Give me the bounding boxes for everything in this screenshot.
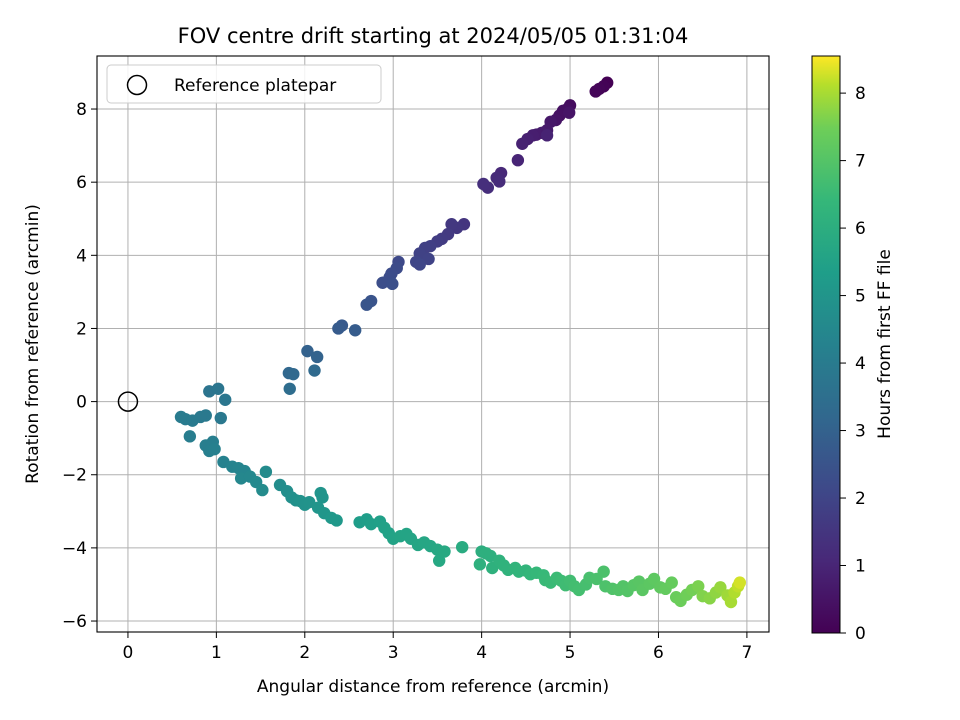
y-axis-ticks: −6 −4 −2 0 2 4 6 8 bbox=[62, 100, 97, 632]
data-point bbox=[665, 576, 678, 589]
x-tick-label: 3 bbox=[388, 643, 399, 663]
colorbar-tick-label: 4 bbox=[855, 354, 866, 374]
colorbar-tick-label: 7 bbox=[855, 152, 866, 172]
colorbar-tick-label: 1 bbox=[855, 557, 866, 577]
data-point bbox=[174, 410, 188, 424]
data-point bbox=[589, 85, 602, 98]
y-tick-label: 4 bbox=[76, 246, 87, 266]
colorbar-tick-label: 2 bbox=[855, 489, 866, 509]
data-point bbox=[183, 430, 197, 443]
data-point bbox=[473, 558, 487, 571]
data-point bbox=[348, 324, 362, 337]
legend-box bbox=[106, 64, 382, 104]
legend-marker bbox=[126, 74, 148, 96]
data-point bbox=[597, 565, 610, 578]
colorbar-tick-label: 3 bbox=[855, 422, 866, 442]
x-tick-label: 1 bbox=[211, 643, 222, 663]
plot-frame bbox=[96, 55, 770, 633]
data-point bbox=[259, 465, 273, 479]
data-point bbox=[308, 364, 321, 377]
data-point bbox=[330, 514, 343, 527]
data-point bbox=[413, 258, 426, 271]
data-point bbox=[332, 322, 345, 335]
data-point bbox=[733, 576, 747, 589]
data-point bbox=[540, 129, 554, 142]
data-point bbox=[208, 442, 221, 456]
data-point bbox=[432, 554, 446, 567]
data-point bbox=[511, 154, 525, 167]
colorbar: 0 1 2 3 4 5 6 7 8 Hours from first FF file bbox=[811, 55, 895, 644]
y-tick-label: 8 bbox=[76, 100, 87, 120]
data-point bbox=[303, 495, 316, 509]
colorbar-gradient bbox=[811, 55, 841, 634]
x-tick-label: 2 bbox=[299, 643, 310, 663]
data-point bbox=[455, 540, 469, 554]
data-point bbox=[283, 382, 296, 395]
colorbar-tick-label: 6 bbox=[855, 219, 866, 239]
legend: Reference platepar bbox=[106, 64, 382, 104]
reference-platepar-marker bbox=[117, 391, 139, 412]
data-point bbox=[386, 277, 399, 291]
y-tick-label: 0 bbox=[76, 393, 87, 413]
data-point bbox=[692, 580, 705, 593]
data-point bbox=[714, 581, 727, 594]
y-tick-label: −6 bbox=[62, 612, 87, 632]
data-point bbox=[256, 483, 269, 497]
x-axis-ticks: 0 1 2 3 4 5 6 7 bbox=[123, 632, 752, 663]
data-point bbox=[376, 276, 389, 289]
colorbar-tick-label: 0 bbox=[855, 624, 866, 644]
data-point bbox=[445, 218, 458, 231]
data-point bbox=[360, 298, 373, 311]
x-tick-label: 0 bbox=[123, 643, 134, 663]
x-tick-label: 7 bbox=[741, 643, 752, 663]
y-tick-label: 2 bbox=[76, 319, 87, 339]
data-point bbox=[219, 393, 232, 406]
colorbar-tick-label: 5 bbox=[855, 287, 866, 307]
x-tick-label: 4 bbox=[476, 643, 487, 663]
x-tick-label: 5 bbox=[565, 643, 576, 663]
data-point bbox=[214, 411, 227, 425]
y-tick-label: 6 bbox=[76, 173, 87, 193]
data-point bbox=[493, 175, 506, 188]
data-point bbox=[211, 382, 225, 395]
colorbar-ticks: 0 1 2 3 4 5 6 7 8 bbox=[840, 84, 866, 644]
data-point bbox=[724, 595, 738, 609]
data-point bbox=[316, 491, 329, 504]
chart-title: FOV centre drift starting at 2024/05/05 … bbox=[178, 24, 689, 48]
data-point bbox=[516, 137, 529, 150]
data-point bbox=[562, 106, 576, 119]
y-tick-label: −2 bbox=[62, 466, 87, 486]
data-point bbox=[422, 252, 435, 266]
y-axis-label: Rotation from reference (arcmin) bbox=[23, 204, 43, 484]
data-point bbox=[438, 545, 451, 558]
x-tick-label: 6 bbox=[653, 643, 664, 663]
colorbar-label: Hours from first FF file bbox=[875, 249, 895, 439]
y-tick-label: −4 bbox=[62, 539, 87, 559]
data-point bbox=[287, 367, 300, 381]
legend-label: Reference platepar bbox=[174, 76, 336, 96]
data-point bbox=[301, 344, 314, 358]
x-axis-label: Angular distance from reference (arcmin) bbox=[257, 677, 609, 697]
colorbar-tick-label: 8 bbox=[855, 84, 866, 104]
data-point bbox=[477, 177, 490, 191]
data-point bbox=[310, 350, 324, 364]
data-points bbox=[174, 76, 747, 609]
